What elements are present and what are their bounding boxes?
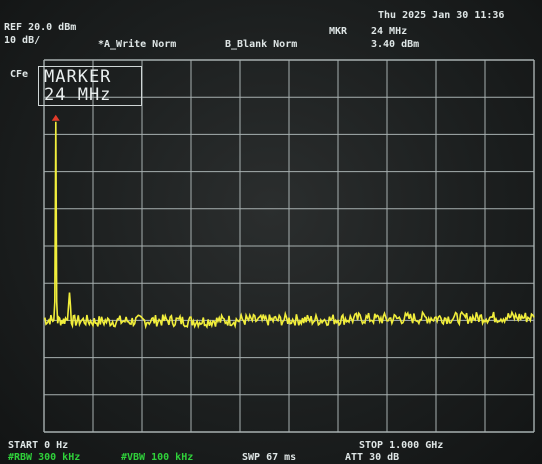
graticule xyxy=(43,59,535,433)
trace-a-line xyxy=(43,121,535,330)
vbw-readout: #VBW 100 kHz xyxy=(121,452,194,463)
cfe-label: CFe xyxy=(10,69,29,80)
trace-b-mode: B_Blank Norm xyxy=(225,39,298,50)
marker-box-title: MARKER xyxy=(44,67,112,87)
marker-triangle xyxy=(51,114,60,121)
rbw-readout: #RBW 300 kHz xyxy=(8,452,81,463)
sweep-time-readout: SWP 67 ms xyxy=(242,452,297,463)
marker-box-frequency: 24 MHz xyxy=(44,85,112,105)
marker-level-readout: 3.40 dBm xyxy=(371,39,420,50)
trace-a-mode: *A_Write Norm xyxy=(98,39,177,50)
marker-label: MKR xyxy=(329,26,348,37)
stop-frequency: STOP 1.000 GHz xyxy=(359,440,444,451)
attenuation-readout: ATT 30 dB xyxy=(345,452,400,463)
datetime-readout: Thu 2025 Jan 30 11:36 xyxy=(378,10,505,21)
start-frequency: START 0 Hz xyxy=(8,440,69,451)
marker-readout-box: MARKER 24 MHz xyxy=(38,66,142,106)
scale-readout: 10 dB/ xyxy=(4,35,41,46)
marker-frequency-readout: 24 MHz xyxy=(371,26,408,37)
ref-level-readout: REF 20.0 dBm xyxy=(4,22,77,33)
